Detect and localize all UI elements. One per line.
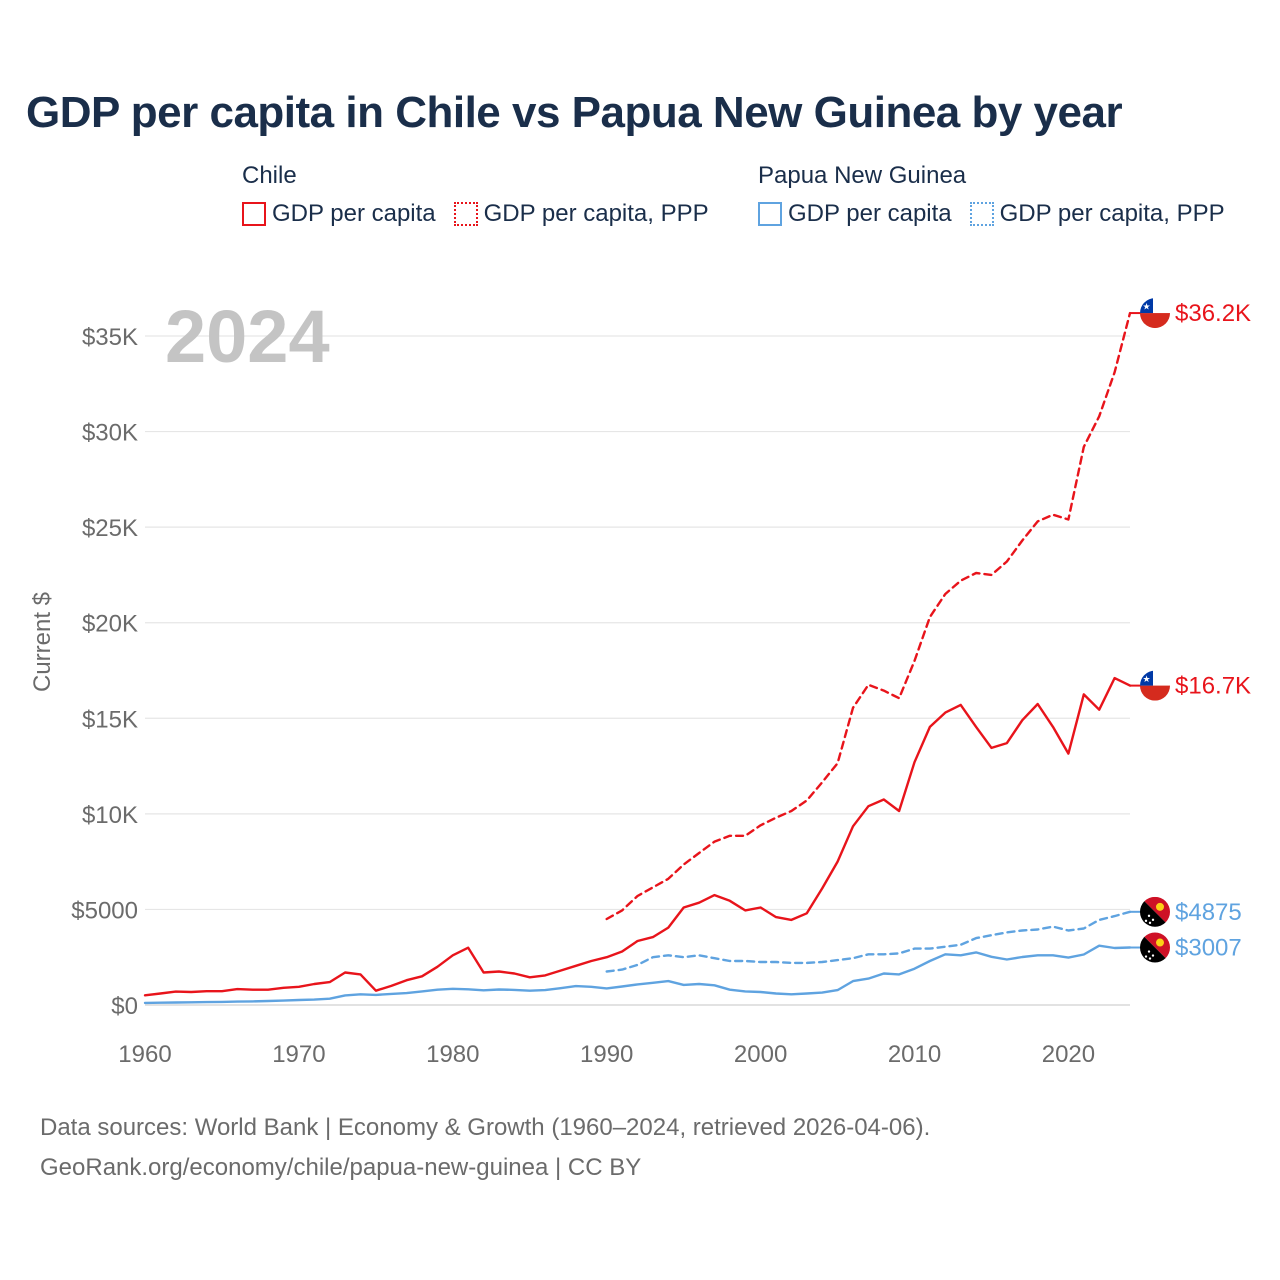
flag-red (1140, 313, 1170, 329)
flag-star (1147, 950, 1151, 953)
year-watermark: 2024 (165, 295, 330, 378)
flag-white (1140, 298, 1170, 314)
footer-sources: Data sources: World Bank | Economy & Gro… (40, 1114, 931, 1141)
legend-swatch-solid (242, 202, 266, 226)
legend-label: GDP per capita, PPP (999, 200, 1225, 227)
x-tick-label: 2020 (1042, 1041, 1095, 1068)
series-line (143, 676, 1132, 997)
legend-group-title: Papua New Guinea (758, 162, 967, 189)
png-flag-icon (1140, 896, 1170, 927)
y-axis-label: Current $ (29, 592, 56, 692)
flag-star (1151, 954, 1155, 957)
series-line (605, 910, 1132, 973)
flag-star (1147, 914, 1151, 918)
flag-bird (1156, 902, 1164, 911)
legend-swatch-dotted (453, 202, 478, 226)
footer-attribution: GeoRank.org/economy/chile/papua-new-guin… (40, 1154, 642, 1181)
y-tick-label: $30K (82, 420, 138, 447)
series-line (143, 944, 1132, 1005)
png-flag-icon (1140, 932, 1170, 963)
chart-title: GDP per capita in Chile vs Papua New Gui… (26, 88, 1123, 137)
flag-star: ★ (1142, 674, 1150, 684)
legend-item-chile-gdp[interactable]: GDP per capita (242, 200, 436, 228)
legend-swatch-solid (758, 202, 782, 226)
legend-group-title: Chile (242, 162, 297, 189)
flag-star (1148, 921, 1152, 925)
y-tick-label: $10K (82, 802, 138, 829)
y-tick-label: $25K (82, 515, 138, 542)
flag-star (1148, 957, 1152, 960)
flag-white (1140, 670, 1170, 686)
x-tick-label: 2000 (734, 1041, 787, 1068)
y-tick-label: $15K (82, 706, 138, 733)
end-value-label: $4875 (1175, 899, 1242, 926)
flag-red (1140, 896, 1170, 927)
legend-label: GDP per capita, PPP (483, 200, 709, 227)
end-value-label: $3007 (1175, 935, 1242, 962)
end-value-label: $16.7K (1175, 673, 1251, 700)
end-value-label: $36.2K (1175, 300, 1251, 327)
legend-group-chile: Chile GDP per capita GDP per capita, PPP (242, 162, 709, 228)
footer: Data sources: World Bank | Economy & Gro… (40, 1108, 930, 1188)
flag-star (1151, 918, 1155, 922)
flag-star (1144, 919, 1148, 923)
flag-black (1140, 932, 1170, 963)
x-tick-label: 1980 (426, 1041, 479, 1068)
y-tick-label: $5000 (71, 897, 138, 924)
flag-blue (1140, 298, 1153, 314)
legend-label: GDP per capita (788, 200, 952, 227)
chile-flag-icon: ★ (1140, 298, 1170, 329)
legend-group-png: Papua New Guinea GDP per capita GDP per … (758, 162, 1225, 228)
x-tick-label: 1970 (272, 1041, 325, 1068)
legend-label: GDP per capita (272, 200, 436, 227)
y-tick-label: $0 (111, 993, 138, 1020)
flag-red (1140, 685, 1170, 701)
series-line (605, 311, 1132, 921)
legend-item-png-gdp[interactable]: GDP per capita (758, 200, 952, 228)
flag-star (1144, 955, 1148, 958)
flag-star: ★ (1142, 302, 1150, 312)
flag-black (1140, 896, 1170, 927)
chile-flag-icon: ★ (1140, 670, 1170, 701)
legend-item-chile-gdp-ppp[interactable]: GDP per capita, PPP (453, 200, 709, 228)
x-tick-label: 2010 (888, 1041, 941, 1068)
x-tick-label: 1960 (118, 1041, 171, 1068)
flag-red (1140, 932, 1170, 963)
x-tick-label: 1990 (580, 1041, 633, 1068)
legend-item-png-gdp-ppp[interactable]: GDP per capita, PPP (969, 200, 1225, 228)
y-tick-label: $20K (82, 611, 138, 638)
flag-bird (1156, 938, 1164, 947)
flag-blue (1140, 670, 1153, 686)
y-tick-label: $35K (82, 324, 138, 351)
legend-swatch-dotted (969, 202, 994, 226)
